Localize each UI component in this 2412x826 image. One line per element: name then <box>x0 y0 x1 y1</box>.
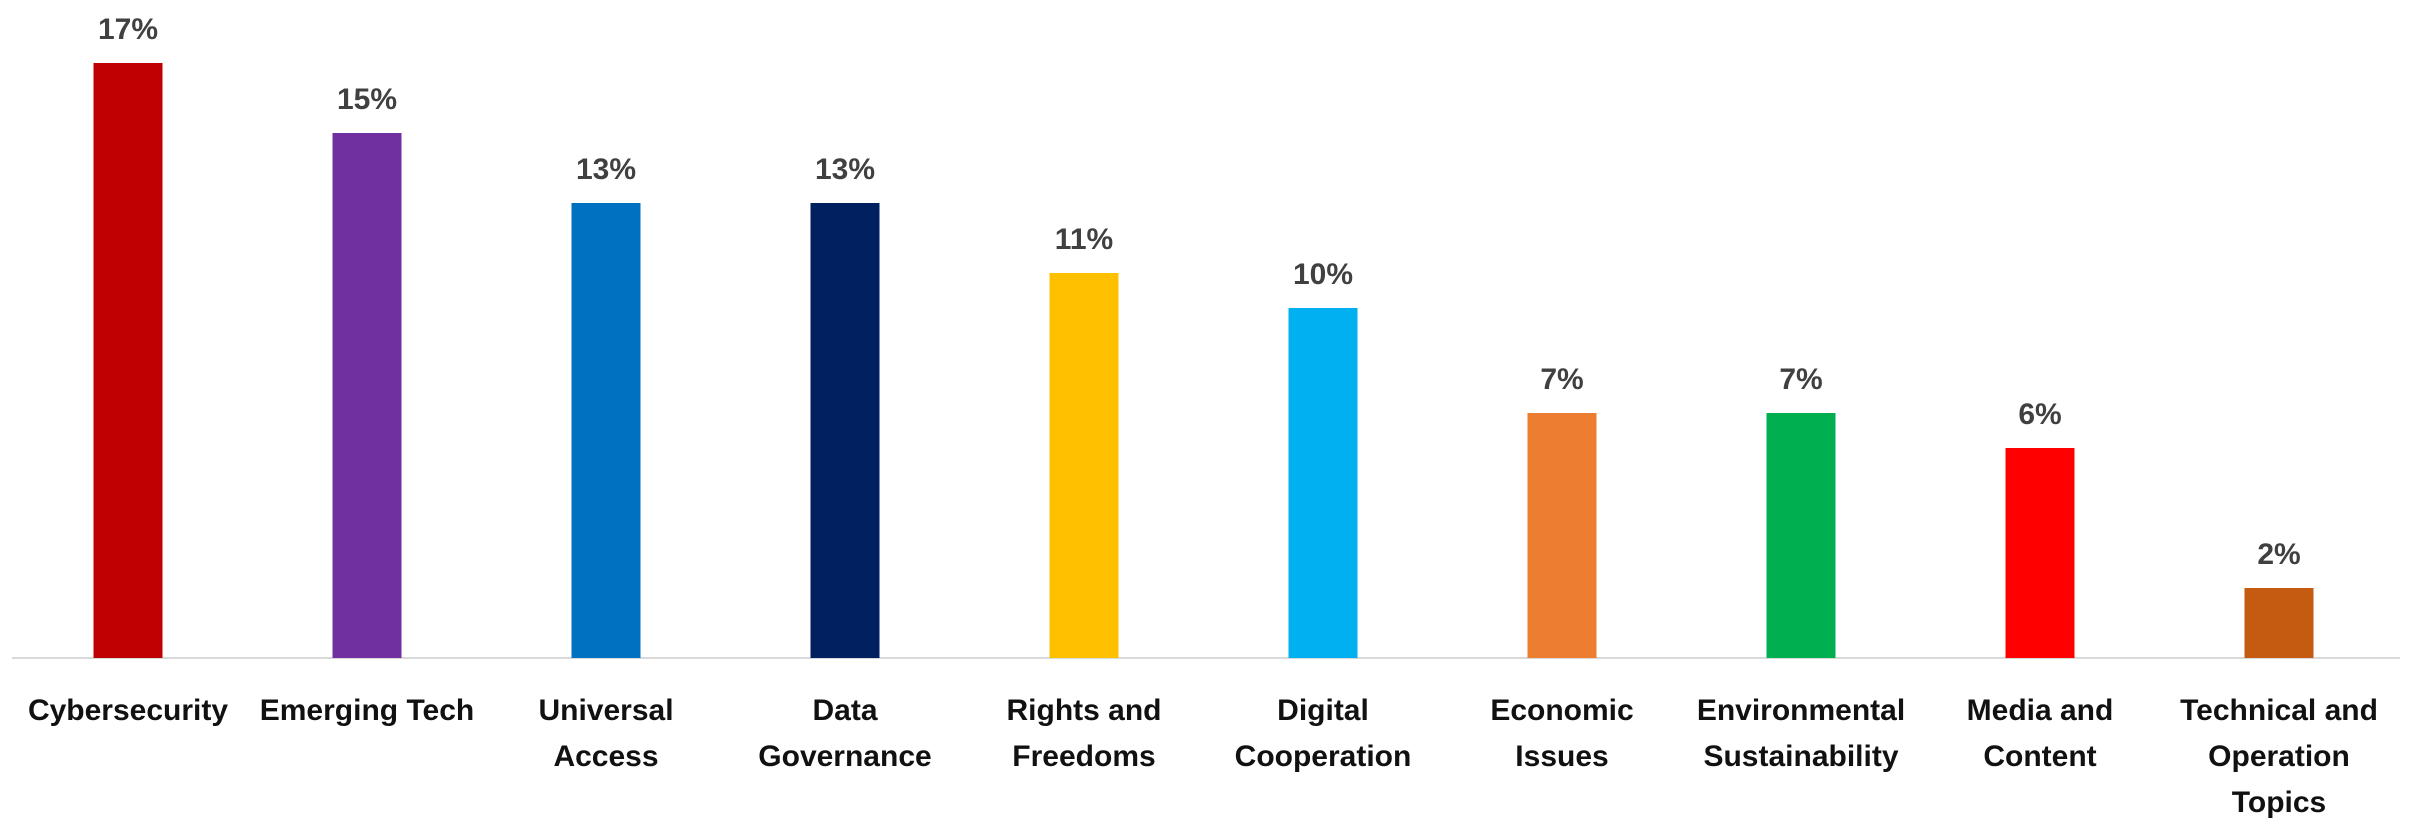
x-tick-label: Universal Access <box>538 694 674 773</box>
data-label: 6% <box>2018 398 2061 431</box>
data-label: 2% <box>2257 538 2300 571</box>
data-label: 10% <box>1293 258 1353 291</box>
data-label: 7% <box>1540 363 1583 396</box>
bar <box>1766 413 1836 658</box>
bar <box>571 203 641 658</box>
x-tick-label: Media and Content <box>1966 694 2114 773</box>
bar <box>1288 308 1358 658</box>
data-label: 11% <box>1055 223 1113 256</box>
data-label: 13% <box>576 153 636 186</box>
bar <box>1049 273 1119 658</box>
bar <box>93 63 163 658</box>
x-tick-label: Digital Cooperation <box>1234 694 1412 773</box>
data-label: 13% <box>815 153 875 186</box>
bar <box>1527 413 1597 658</box>
x-tick-label: Cybersecurity <box>27 694 229 727</box>
x-tick-label: Emerging Tech <box>259 694 475 727</box>
data-label: 17% <box>98 13 158 46</box>
x-tick-label: Economic Issues <box>1490 694 1634 773</box>
bar <box>2244 588 2314 658</box>
x-tick-label: Environmental Sustainability <box>1696 694 1906 773</box>
x-tick-label: Data Governance <box>758 694 932 773</box>
bar <box>2005 448 2075 658</box>
data-label: 7% <box>1779 363 1822 396</box>
bar <box>810 203 880 658</box>
x-tick-label: Technical and Operation Topics <box>2180 694 2378 819</box>
bar <box>332 133 402 658</box>
x-tick-label: Rights and Freedoms <box>1006 694 1162 773</box>
data-label: 15% <box>337 83 397 116</box>
